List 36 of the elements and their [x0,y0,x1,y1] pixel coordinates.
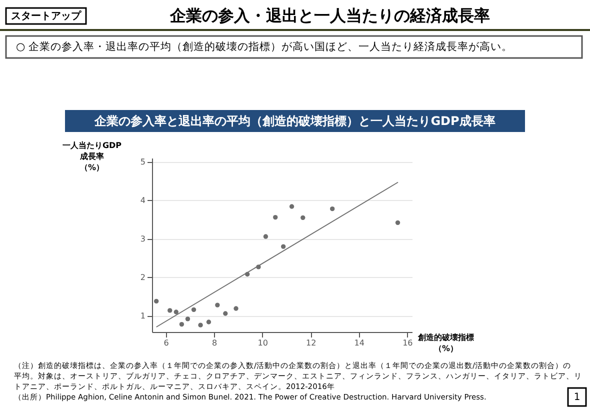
point [206,320,212,324]
x-tick-label: 16 [402,338,413,348]
point [289,204,294,209]
point [234,306,238,311]
text: 企業の参入・退出と一人当たりの経済成長率 [169,6,490,25]
y-axis-title: 一人当たりGDP成長率（%） [62,141,122,172]
point [300,215,306,220]
text: スタートアップ [11,10,82,22]
chart-title: 企業の参入率と退出率の平均（創造的破壊指標）と一人当たりGDP成長率 [94,114,496,128]
point [154,298,159,304]
point [280,244,286,249]
point [185,316,190,322]
y-tick-label: 2 [140,272,146,282]
point [179,322,184,327]
text: 1 [574,392,580,403]
y-tick-label: 4 [140,196,146,205]
point [395,220,400,226]
x-axis-title: 創造的破壊指標（%） [417,333,474,353]
point [263,234,268,239]
x-tick-label: 12 [306,338,316,348]
point [215,302,220,308]
point [174,310,178,314]
y-tick-label: 1 [140,311,146,320]
point [223,311,228,316]
x-tick-label: 6 [164,338,169,348]
point [191,307,196,312]
x-tick-label: 14 [354,338,364,348]
y-tick-label: 5 [140,157,146,166]
x-tick-label: 10 [258,338,268,348]
point [198,322,203,328]
point [168,308,172,313]
point [273,214,278,220]
point [330,206,335,212]
y-tick-label: 3 [140,234,146,244]
x-tick-label: 8 [212,338,218,348]
chart-subtitle: ○ 企業の参入率・退出率の平均（創造的破壊の指標）が高い国ほど、一人当たり経済成長率が高い。 [16,40,512,53]
